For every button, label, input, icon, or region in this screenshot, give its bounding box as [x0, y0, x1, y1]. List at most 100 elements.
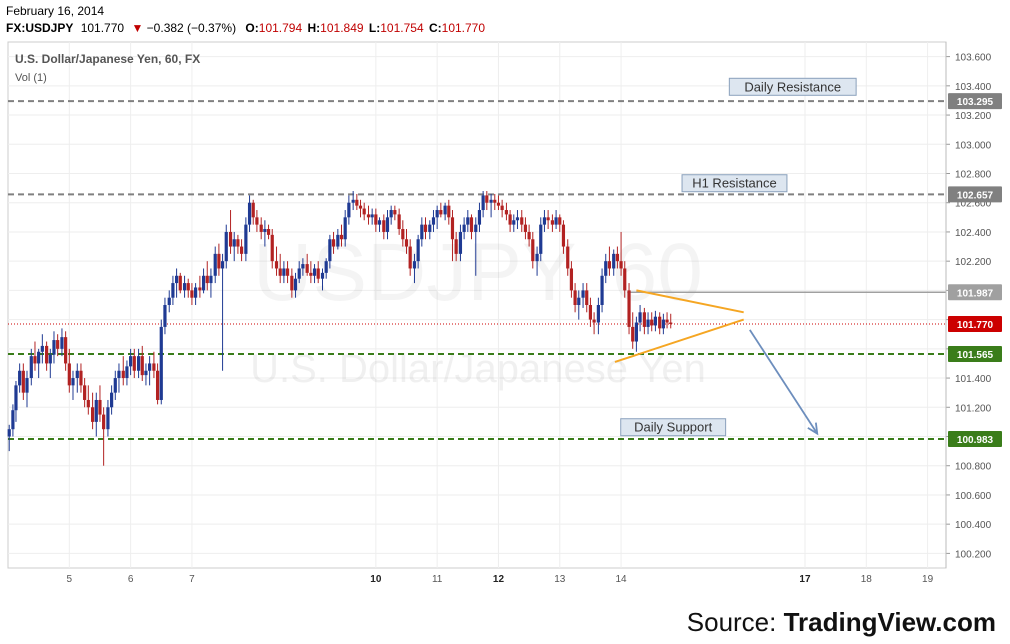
level-price-tag [948, 93, 1002, 110]
candle-body [110, 392, 114, 408]
candle-body [75, 370, 79, 379]
candle-body [14, 385, 18, 411]
candle-body [48, 354, 52, 364]
level-price-tag [948, 284, 1002, 301]
candle-body [132, 356, 136, 371]
annotation-box [681, 174, 788, 193]
level-price-label: 102.657 [957, 190, 994, 201]
candle-body [33, 356, 37, 364]
quote-line: FX:USDJPY 101.770 ▼ −0.382 (−0.37%) O:10… [6, 21, 485, 35]
candle-body [205, 275, 209, 284]
x-tick-label: 12 [493, 574, 505, 585]
candle-body [121, 370, 125, 379]
candle-body [607, 261, 612, 269]
candle-body [152, 363, 156, 371]
candle-body [577, 297, 581, 305]
candle-body [190, 290, 194, 298]
candle-body [83, 385, 87, 400]
candle-body [224, 231, 228, 262]
candle-body [98, 399, 102, 415]
candle-body [328, 239, 332, 262]
candle-body [527, 231, 531, 240]
candle-body [102, 414, 106, 430]
candle-body [45, 345, 49, 364]
source-prefix: Source: [686, 607, 784, 637]
close-label: C: [428, 21, 442, 35]
candle-body [159, 326, 163, 400]
candle-body [347, 202, 351, 218]
candle-body [305, 264, 309, 273]
candle-body [401, 229, 405, 240]
candle-body [366, 214, 371, 218]
chart-date: February 16, 2014 [6, 4, 105, 18]
x-tick-label: 19 [922, 574, 934, 585]
candle-body [21, 370, 25, 393]
candle-body [255, 217, 259, 225]
annotation-label: Daily Support [634, 420, 712, 435]
y-tick-label: 103.400 [955, 82, 992, 93]
candle-body [431, 217, 436, 225]
level-price-tag [948, 345, 1002, 362]
candle-body [489, 199, 493, 203]
candle-body [343, 217, 347, 240]
grid-lines [7, 41, 947, 569]
candle-body [263, 229, 267, 232]
candle-body [25, 378, 29, 393]
candle-body [420, 224, 424, 240]
candle-body [661, 319, 665, 329]
open-label: O: [245, 21, 259, 35]
candle-body [512, 220, 516, 225]
candle-body [443, 205, 447, 215]
candle-body [331, 239, 336, 247]
candle-body [669, 322, 673, 324]
candle-body [481, 195, 485, 211]
y-tick-label: 100.400 [955, 520, 992, 531]
level-price-label: 101.565 [957, 350, 994, 361]
y-tick-label: 101.200 [955, 403, 992, 414]
level-price-tag [948, 186, 1002, 203]
candle-body [523, 224, 528, 232]
candle-body [474, 224, 478, 232]
annotation-label: H1 Resistance [692, 176, 777, 191]
candle-body [631, 326, 635, 342]
candle-body [201, 275, 206, 291]
candle-body [290, 275, 294, 291]
candle-body [247, 202, 252, 225]
candle-body [650, 319, 654, 326]
high-label: H: [307, 21, 321, 35]
annotation-box [620, 418, 727, 437]
candle-body [40, 345, 44, 352]
candle-body [554, 217, 558, 225]
candle-body [454, 239, 458, 254]
symbol-label[interactable]: FX:USDJPY [6, 21, 74, 35]
candle-body [155, 370, 160, 400]
candle-body [642, 312, 646, 327]
candle-body [37, 351, 41, 364]
candle-body [485, 195, 489, 203]
candle-body [573, 290, 577, 305]
candle-body [355, 199, 359, 206]
candle-body [220, 261, 225, 269]
candle-body [194, 287, 198, 298]
level-price-tag [948, 430, 1002, 447]
candle-body [615, 253, 619, 262]
candle-body [236, 239, 240, 247]
candle-body [228, 231, 233, 247]
candle-body [508, 214, 512, 225]
x-tick-label: 10 [370, 574, 382, 585]
last-price: 101.770 [80, 21, 125, 35]
candle-body [493, 199, 497, 203]
candle-body [377, 220, 382, 225]
candle-body [251, 202, 255, 218]
candle-body [612, 253, 616, 269]
drawings: Daily Resistance H1 Resistance Daily Suppo… [614, 77, 857, 437]
y-tick-label: 101.400 [955, 374, 992, 385]
candle-body [60, 337, 64, 349]
candle-body [362, 208, 366, 215]
candle-body [435, 210, 439, 218]
volume-indicator-label[interactable]: Vol (1) [15, 72, 47, 84]
candle-body [297, 268, 301, 279]
source-brand[interactable]: TradingView.com [783, 607, 996, 637]
candlestick-series [7, 191, 673, 466]
